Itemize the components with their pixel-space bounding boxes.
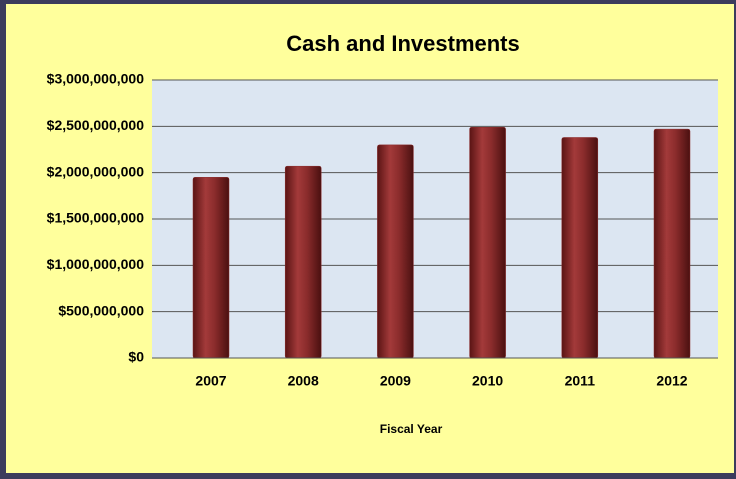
y-tick-label: $0 xyxy=(128,349,144,365)
y-tick-label: $1,500,000,000 xyxy=(47,210,145,226)
x-tick-label: 2007 xyxy=(195,373,226,389)
x-tick-label: 2012 xyxy=(656,373,687,389)
chart-title: Cash and Investments xyxy=(286,31,520,56)
y-tick-label: $2,500,000,000 xyxy=(47,117,145,133)
y-tick-label: $500,000,000 xyxy=(58,302,144,318)
y-tick-label: $1,000,000,000 xyxy=(47,256,145,272)
x-tick-label: 2009 xyxy=(380,373,411,389)
y-tick-label: $3,000,000,000 xyxy=(47,71,145,87)
bar xyxy=(284,165,322,359)
x-tick-label: 2011 xyxy=(565,373,596,389)
bar xyxy=(653,128,691,359)
x-tick-label: 2010 xyxy=(472,373,503,389)
x-axis-title: Fiscal Year xyxy=(380,422,443,436)
y-tick-label: $2,000,000,000 xyxy=(47,163,145,179)
bar xyxy=(192,177,230,359)
x-tick-label: 2008 xyxy=(288,373,319,389)
bar xyxy=(561,137,599,359)
bar xyxy=(377,144,414,359)
bar xyxy=(469,127,506,359)
